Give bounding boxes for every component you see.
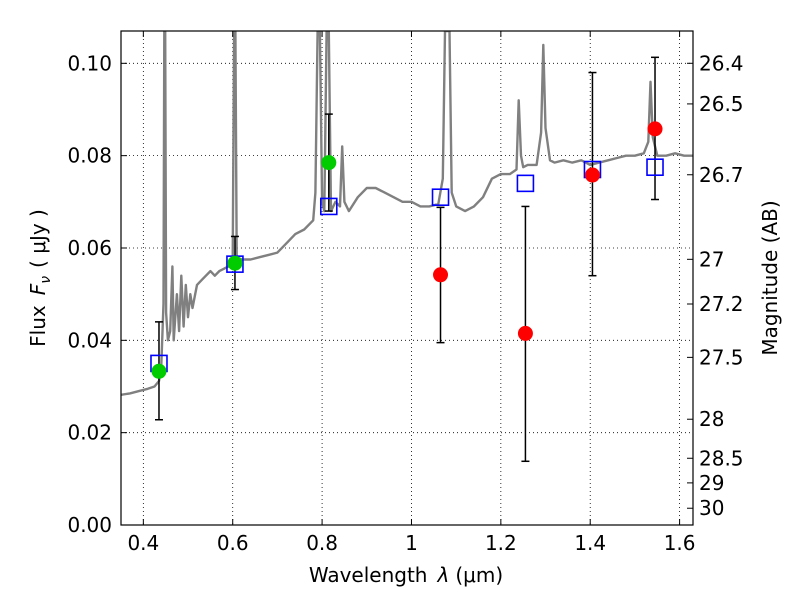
red-point	[647, 121, 663, 137]
markers	[150, 121, 664, 379]
red-point	[517, 325, 533, 341]
y2-tick-label: 26.4	[699, 51, 744, 75]
x-tick-label: 1.2	[485, 531, 517, 555]
grid	[121, 31, 693, 526]
x-tick-label: 1.4	[574, 531, 606, 555]
model-square	[646, 158, 664, 176]
y2-tick-label: 27.2	[699, 292, 744, 316]
x-tick-label: 1	[405, 531, 418, 555]
x-axis-label: Wavelength λ (μm)	[309, 563, 503, 587]
y2-tick-label: 30	[699, 496, 724, 520]
model-square	[431, 188, 450, 207]
x-tick-label: 1.6	[664, 531, 696, 555]
y-axis: 0.00 0.02 0.04 0.06 0.08 0.10	[67, 51, 127, 537]
y2-tick-label: 27.5	[699, 345, 744, 369]
y-tick-label: 0.00	[67, 513, 112, 537]
x-tick-label: 0.8	[306, 531, 338, 555]
y2-axis-label: Magnitude (AB)	[758, 200, 782, 355]
y-tick-label: 0.10	[67, 51, 112, 75]
y2-tick-label: 26.5	[699, 92, 744, 116]
y-tick-label: 0.04	[67, 328, 112, 352]
x-axis: 0.4 0.6 0.8 1 1.2 1.4 1.6	[127, 31, 696, 555]
y2-tick-label: 27	[699, 247, 724, 271]
green-point	[227, 255, 243, 271]
x-tick-label: 0.6	[217, 531, 249, 555]
y-tick-label: 0.06	[67, 236, 112, 260]
model-square	[516, 174, 535, 193]
green-point	[321, 155, 337, 171]
y2-tick-label: 28.5	[699, 446, 744, 470]
y-axis-label: FluxFν( μJy )	[26, 209, 54, 347]
red-point	[584, 167, 600, 183]
y2-tick-label: 26.7	[699, 163, 744, 187]
spectrum-line	[121, 31, 693, 396]
y-tick-label: 0.02	[67, 421, 112, 445]
green-point	[151, 363, 167, 379]
model-square	[319, 197, 338, 216]
red-point	[433, 267, 449, 283]
y2-tick-label: 29	[699, 471, 724, 495]
plot-frame	[120, 30, 694, 526]
plot-area	[121, 31, 693, 396]
y-tick-label: 0.08	[67, 144, 112, 168]
y2-tick-label: 28	[699, 407, 724, 431]
x-tick-label: 0.4	[127, 531, 159, 555]
